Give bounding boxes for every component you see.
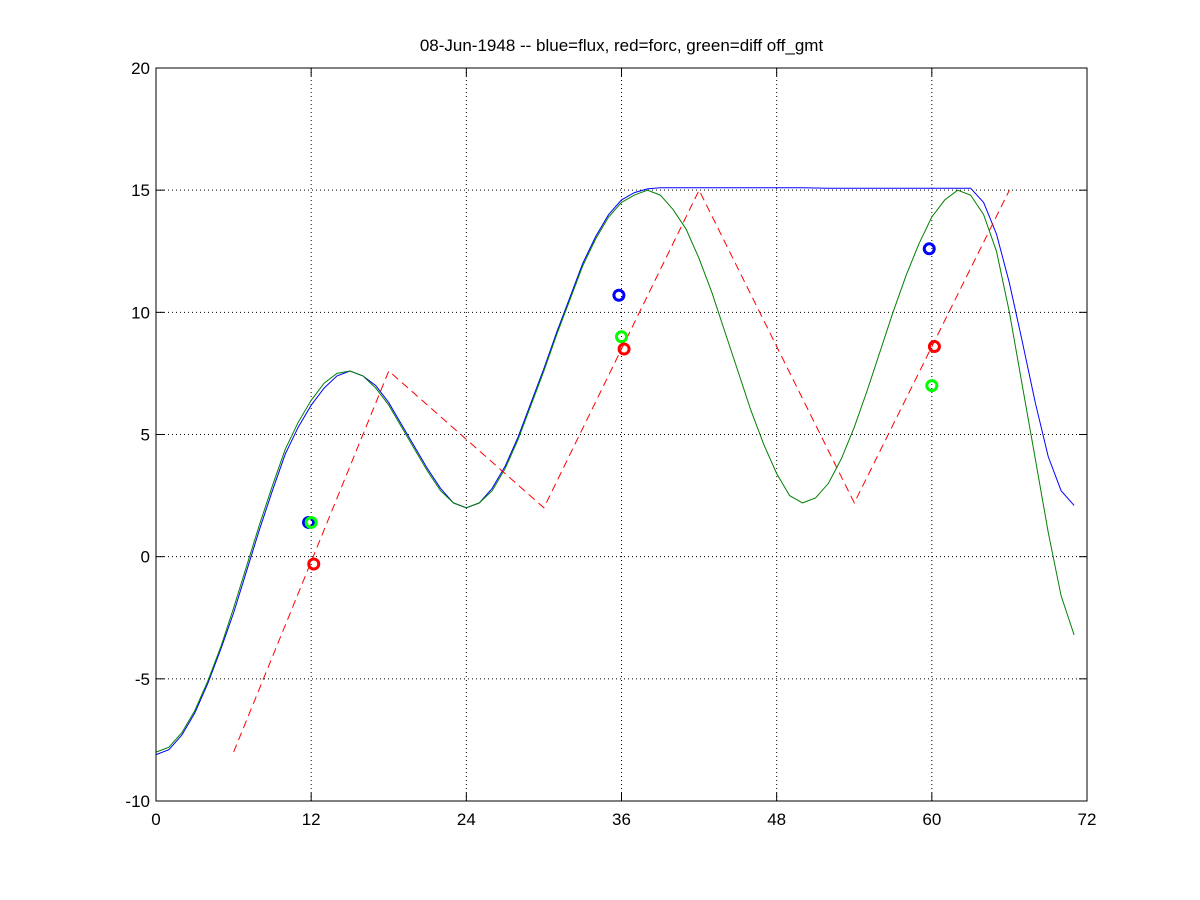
y-tick-label: -5 <box>135 670 150 689</box>
y-tick-label: 0 <box>141 548 150 567</box>
x-tick-label: 60 <box>922 810 941 829</box>
data-markers <box>302 242 941 571</box>
marker-red <box>307 557 321 571</box>
axes-frame <box>155 67 1088 802</box>
y-tick-label: 5 <box>141 426 150 445</box>
x-tick-label: 72 <box>1078 810 1097 829</box>
marker-blue <box>612 288 626 302</box>
y-tick-label: -10 <box>125 792 150 811</box>
x-tick-label: 48 <box>767 810 786 829</box>
series-line-red <box>233 189 1010 753</box>
x-tick-label: 36 <box>612 810 631 829</box>
tick-labels: 0 12 24 36 48 60 72 -10 -5 0 5 10 15 20 <box>125 59 1096 829</box>
series-line-blue <box>155 187 1075 756</box>
y-tick-label: 10 <box>131 303 150 322</box>
marker-green <box>925 379 939 393</box>
marker-blue <box>922 242 936 256</box>
marker-green <box>615 330 628 344</box>
x-tick-label: 12 <box>302 810 321 829</box>
grid-lines <box>156 68 1087 801</box>
marker-red <box>927 340 941 354</box>
y-tick-label: 15 <box>131 181 150 200</box>
marker-green <box>304 515 318 529</box>
series-lines <box>155 187 1075 756</box>
y-tick-label: 20 <box>131 59 150 78</box>
x-tick-label: 0 <box>151 810 160 829</box>
x-tick-label: 24 <box>457 810 476 829</box>
plot-frame <box>155 67 1088 802</box>
series-line-green <box>155 189 1075 753</box>
marker-red <box>617 342 631 356</box>
chart-title: 08-Jun-1948 -- blue=flux, red=forc, gree… <box>419 36 824 55</box>
